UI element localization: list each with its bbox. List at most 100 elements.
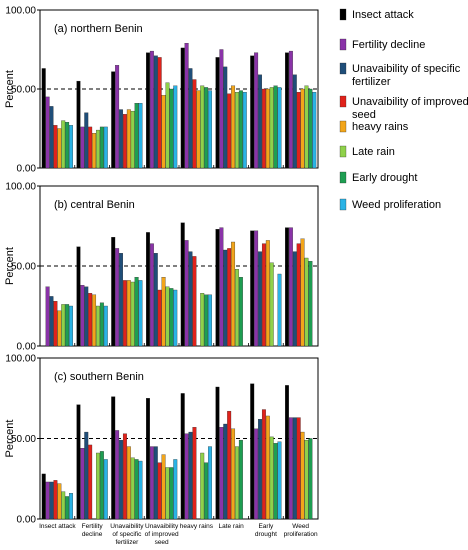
bar — [238, 277, 243, 347]
bar — [169, 88, 174, 169]
bar — [188, 251, 193, 347]
bar — [277, 273, 282, 347]
x-tick-label: Early — [258, 523, 274, 530]
bar — [53, 125, 58, 169]
bar — [149, 446, 154, 520]
bar — [288, 417, 293, 520]
x-tick-label: Fertility — [82, 523, 104, 530]
bar — [277, 87, 282, 169]
bar — [165, 286, 170, 347]
bar — [165, 467, 170, 520]
bar — [134, 277, 139, 347]
bar — [227, 410, 232, 520]
bar — [119, 109, 123, 169]
bar — [130, 281, 135, 347]
legend-swatch — [339, 62, 347, 75]
bar — [265, 240, 270, 347]
bar — [99, 126, 104, 169]
bar — [258, 419, 262, 520]
legend-label: Fertility decline — [352, 39, 425, 51]
bar — [153, 55, 158, 169]
bar — [304, 257, 309, 347]
bar — [312, 92, 317, 169]
legend-swatch — [339, 95, 347, 108]
bar — [296, 243, 301, 347]
bar — [200, 452, 205, 520]
bar — [165, 82, 170, 169]
bar — [153, 446, 158, 520]
bar — [65, 496, 70, 520]
bar — [308, 261, 313, 347]
bar — [235, 269, 239, 347]
x-tick-label: of specific — [112, 531, 142, 538]
bar — [192, 427, 197, 520]
bar — [126, 446, 131, 520]
bar — [138, 103, 143, 169]
x-tick-label: Late rain — [218, 523, 244, 530]
bar — [49, 106, 54, 169]
bar — [219, 227, 224, 347]
bar — [126, 109, 131, 169]
bar — [238, 90, 243, 169]
x-tick-label: Insect attack — [39, 523, 76, 530]
bar — [61, 120, 66, 169]
bar — [57, 310, 62, 347]
bar — [208, 294, 212, 347]
bar — [103, 305, 108, 347]
bar — [80, 448, 85, 520]
x-tick-label: proliferation — [284, 531, 318, 538]
bar — [235, 446, 239, 520]
bar — [208, 446, 212, 520]
bar — [88, 444, 93, 520]
bar — [254, 52, 259, 169]
bar — [57, 128, 62, 169]
bar — [80, 126, 85, 169]
bar — [254, 428, 259, 520]
bar — [261, 409, 266, 520]
bar — [157, 462, 162, 520]
bar — [65, 304, 70, 347]
bar — [76, 246, 81, 347]
bar — [84, 112, 89, 169]
y-axis-label: Percent — [4, 70, 16, 108]
bar — [300, 431, 305, 520]
bar — [235, 92, 239, 169]
bar — [250, 383, 255, 520]
y-tick-label: 50.00 — [11, 434, 36, 445]
bar — [250, 55, 255, 169]
legend-label: fertilizer — [352, 76, 391, 88]
x-tick-label: Unavaibility — [110, 523, 144, 530]
bar — [49, 296, 54, 347]
y-tick-label: 50.00 — [11, 262, 36, 273]
bar — [292, 74, 297, 169]
bar — [103, 126, 108, 169]
bar — [99, 451, 104, 520]
legend-swatch — [339, 38, 347, 51]
bar — [130, 110, 135, 169]
y-axis-label: Percent — [4, 247, 16, 285]
bar — [65, 122, 70, 169]
bar — [45, 96, 50, 169]
x-tick-label: Unavaibility — [145, 523, 179, 530]
bar — [80, 285, 85, 347]
legend-swatch — [339, 8, 347, 21]
bar — [115, 65, 120, 169]
bar — [273, 85, 278, 169]
legend-label: Insect attack — [352, 9, 414, 21]
bar — [99, 302, 104, 347]
bar — [200, 85, 205, 169]
bar — [115, 248, 120, 347]
x-tick-label: decline — [82, 531, 103, 538]
bar — [173, 459, 178, 520]
legend-label: Late rain — [352, 146, 395, 158]
bar — [292, 251, 297, 347]
bar — [188, 68, 193, 169]
bar — [92, 133, 97, 169]
bar — [84, 286, 89, 347]
bar — [223, 423, 228, 520]
bar — [273, 443, 278, 520]
bar — [308, 438, 313, 520]
bar — [161, 95, 166, 169]
